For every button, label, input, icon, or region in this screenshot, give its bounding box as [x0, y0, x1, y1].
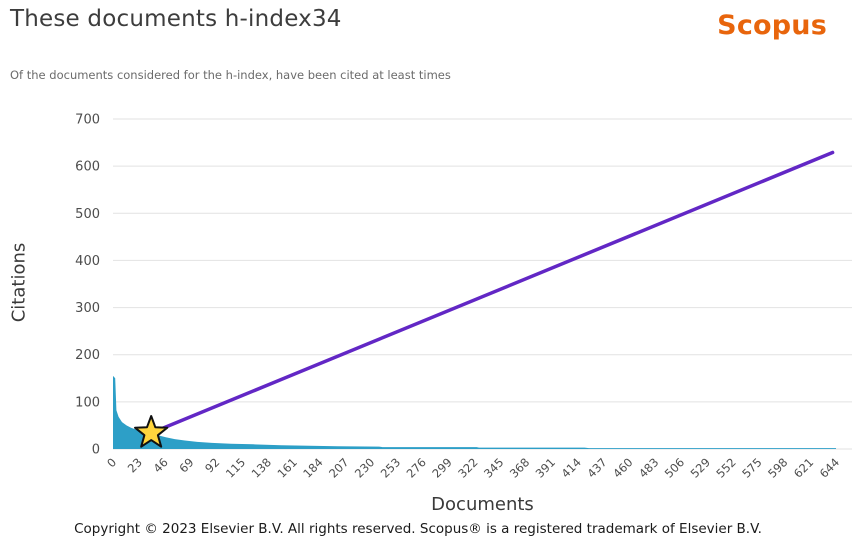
y-tick-label-100: 100 — [75, 395, 100, 410]
chart-subtitle: Of the documents considered for the h-in… — [10, 68, 451, 82]
copyright-text: Copyright © 2023 Elsevier B.V. All right… — [74, 521, 762, 537]
x-tick-label-437: 437 — [584, 455, 609, 480]
y-tick-label-700: 700 — [75, 113, 100, 128]
x-tick-label-299: 299 — [429, 455, 454, 480]
y-tick-label-0: 0 — [92, 443, 100, 458]
x-axis-title: Documents — [431, 494, 534, 515]
x-tick-label-529: 529 — [688, 455, 713, 480]
h-index-star-marker[interactable] — [134, 415, 169, 448]
x-tick-label-368: 368 — [507, 455, 532, 480]
y-tick-label-300: 300 — [75, 301, 100, 316]
x-tick-label-92: 92 — [202, 455, 222, 475]
x-tick-label-253: 253 — [378, 455, 403, 480]
x-tick-label-414: 414 — [558, 455, 583, 480]
x-tick-label-230: 230 — [352, 455, 377, 480]
x-tick-label-138: 138 — [249, 455, 274, 480]
y-axis-title: Citations — [8, 242, 30, 323]
x-tick-label-598: 598 — [765, 455, 790, 480]
x-tick-label-207: 207 — [326, 455, 351, 480]
citations-area-series — [113, 375, 836, 449]
x-tick-label-69: 69 — [176, 455, 196, 475]
x-tick-label-184: 184 — [300, 455, 325, 480]
x-tick-label-552: 552 — [713, 455, 738, 480]
x-tick-label-621: 621 — [791, 455, 816, 480]
x-tick-label-391: 391 — [533, 455, 558, 480]
x-tick-label-0: 0 — [104, 455, 119, 470]
x-tick-label-46: 46 — [151, 455, 171, 475]
x-tick-label-115: 115 — [223, 455, 248, 480]
x-tick-label-575: 575 — [739, 455, 764, 480]
page-title: These documents h-index34 — [10, 6, 342, 32]
x-tick-label-460: 460 — [610, 455, 635, 480]
y-tick-label-400: 400 — [75, 254, 100, 269]
x-tick-label-345: 345 — [481, 455, 506, 480]
x-tick-label-276: 276 — [404, 455, 429, 480]
x-tick-label-644: 644 — [817, 455, 842, 480]
y-tick-label-200: 200 — [75, 348, 100, 363]
x-tick-label-161: 161 — [274, 455, 299, 480]
x-tick-label-23: 23 — [125, 455, 145, 475]
x-tick-label-506: 506 — [662, 455, 687, 480]
scopus-logo: Scopus — [717, 10, 827, 41]
y-tick-label-500: 500 — [75, 207, 100, 222]
x-tick-label-483: 483 — [636, 455, 661, 480]
y-tick-label-600: 600 — [75, 160, 100, 175]
h-index-threshold-line — [149, 150, 835, 435]
x-tick-label-322: 322 — [455, 455, 480, 480]
